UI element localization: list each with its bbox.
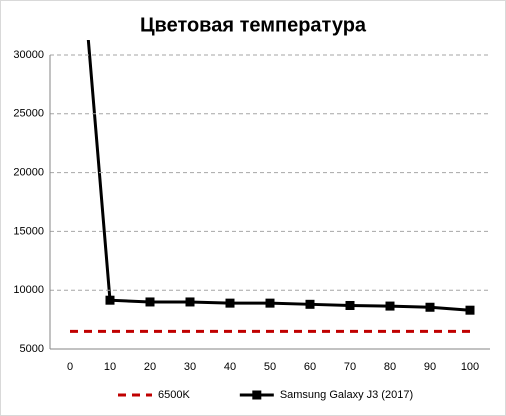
legend-marker xyxy=(252,390,262,400)
x-tick-label: 0 xyxy=(67,361,73,373)
x-tick-label: 100 xyxy=(461,361,479,373)
chart-title: Цветовая температура xyxy=(140,14,367,36)
legend-label: 6500K xyxy=(158,389,190,401)
point-marker xyxy=(305,299,315,309)
x-tick-label: 20 xyxy=(144,361,156,373)
x-tick-label: 60 xyxy=(304,361,316,373)
point-marker xyxy=(465,305,475,315)
point-marker xyxy=(145,297,155,307)
plot-area xyxy=(70,40,475,333)
y-tick-label: 5000 xyxy=(20,343,44,355)
x-tick-label: 30 xyxy=(184,361,196,373)
y-tick-label: 10000 xyxy=(13,284,44,296)
y-tick-label: 15000 xyxy=(13,225,44,237)
point-marker xyxy=(265,298,275,308)
x-tick-label: 40 xyxy=(224,361,236,373)
x-tick-label: 80 xyxy=(384,361,396,373)
x-tick-label: 10 xyxy=(104,361,116,373)
y-tick-label: 20000 xyxy=(13,167,44,179)
point-marker xyxy=(385,301,395,311)
x-tick-label: 50 xyxy=(264,361,276,373)
x-tick-label: 70 xyxy=(344,361,356,373)
point-marker xyxy=(225,298,235,308)
legend-label: Samsung Galaxy J3 (2017) xyxy=(280,389,413,401)
y-tick-label: 25000 xyxy=(13,108,44,120)
point-marker xyxy=(425,302,435,312)
point-marker xyxy=(105,295,115,305)
point-marker xyxy=(345,300,355,310)
y-tick-label: 30000 xyxy=(13,49,44,61)
x-tick-label: 90 xyxy=(424,361,436,373)
point-marker xyxy=(185,297,195,307)
